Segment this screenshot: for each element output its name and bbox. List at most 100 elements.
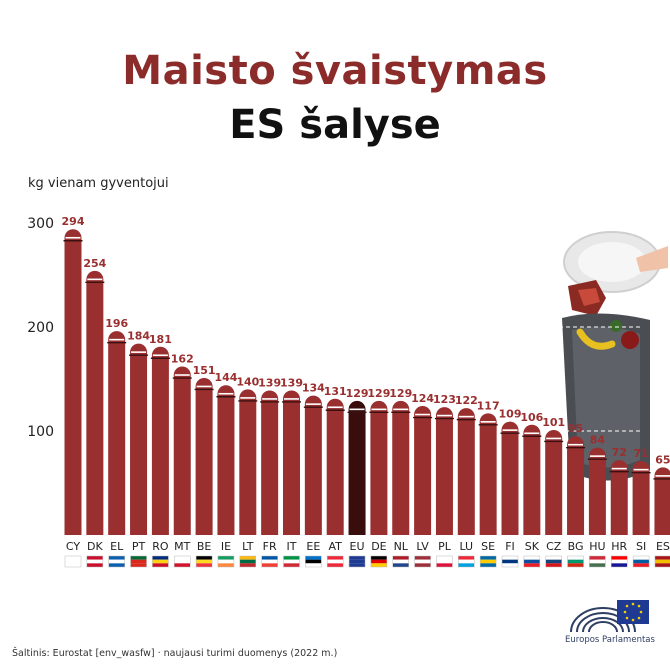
y-tick-label: 100 xyxy=(27,424,54,440)
bar-ie xyxy=(217,385,235,535)
flag-lu-icon xyxy=(458,555,475,568)
category-label-dk: DK xyxy=(87,540,103,553)
flag-cz-icon xyxy=(545,555,562,568)
value-label-bg: 95 xyxy=(568,422,583,435)
chart-title-line2: ES šalyse xyxy=(229,102,441,148)
flag-ie-icon xyxy=(217,555,235,568)
category-label-be: BE xyxy=(197,540,212,553)
flag-pt-icon xyxy=(130,555,147,568)
value-label-pl: 123 xyxy=(433,393,456,406)
bar-se xyxy=(479,413,497,535)
value-label-lt: 140 xyxy=(236,375,259,388)
flag-ee-icon xyxy=(305,555,322,568)
flag-eu-icon xyxy=(348,555,366,568)
logo-text: Europos Parlamentas xyxy=(565,635,655,645)
flag-hu-icon xyxy=(589,555,606,568)
category-label-lt: LT xyxy=(242,540,254,553)
value-label-hr: 72 xyxy=(612,446,627,459)
flag-si-icon xyxy=(632,555,650,568)
source-note: Šaltinis: Eurostat [env_wasfw] · naujaus… xyxy=(12,648,338,659)
flag-be-icon xyxy=(195,555,213,568)
value-label-cz: 101 xyxy=(542,416,565,429)
bar-bg xyxy=(567,436,585,535)
value-label-it: 139 xyxy=(280,376,303,389)
flag-lt-icon xyxy=(239,555,257,568)
category-label-mt: MT xyxy=(174,540,190,553)
value-label-pt: 184 xyxy=(127,330,150,343)
category-label-cz: CZ xyxy=(546,540,562,553)
flag-mt-icon xyxy=(174,555,191,568)
flag-fr-icon xyxy=(261,555,278,568)
category-label-de: DE xyxy=(371,540,386,553)
flag-nl-icon xyxy=(392,555,409,568)
bar-ee xyxy=(304,395,322,535)
bar-fr xyxy=(261,390,279,535)
flag-ro-icon xyxy=(152,555,169,568)
flag-lv-icon xyxy=(414,555,431,568)
bar-it xyxy=(283,390,300,535)
value-label-el: 196 xyxy=(105,317,128,330)
bar-si xyxy=(632,461,650,535)
category-label-ro: RO xyxy=(152,540,169,553)
bar-pl xyxy=(435,407,453,535)
category-label-lv: LV xyxy=(416,540,429,553)
bar-eu xyxy=(348,400,366,535)
bars: 294 CY 254 DK 196 EL 184 PT 181 RO 162 MT 151 BE 144 IE… xyxy=(62,215,670,553)
value-label-ro: 181 xyxy=(149,333,172,346)
category-label-bg: BG xyxy=(568,540,584,553)
category-label-pl: PL xyxy=(438,540,452,553)
bar-lt xyxy=(239,389,257,535)
category-label-lu: LU xyxy=(459,540,473,553)
bar-ro xyxy=(151,346,169,535)
value-label-cy: 294 xyxy=(62,215,85,228)
flag-at-icon xyxy=(326,555,344,568)
value-label-es: 65 xyxy=(655,453,670,466)
bar-nl xyxy=(392,400,410,535)
value-label-lu: 122 xyxy=(455,394,478,407)
flag-de-icon xyxy=(370,555,388,568)
bar-el xyxy=(108,331,126,535)
category-label-si: SI xyxy=(636,540,646,553)
flag-fi-icon xyxy=(501,555,519,568)
bar-dk xyxy=(86,270,104,535)
category-label-pt: PT xyxy=(132,540,146,553)
food-waste-illustration xyxy=(562,231,668,481)
value-label-sk: 106 xyxy=(520,411,543,424)
value-label-ie: 144 xyxy=(214,371,237,384)
flag-se-icon xyxy=(479,555,497,568)
value-label-si: 71 xyxy=(633,447,648,460)
category-label-fr: FR xyxy=(263,540,277,553)
value-label-lv: 124 xyxy=(411,392,434,405)
category-label-el: EL xyxy=(110,540,124,553)
european-parliament-logo xyxy=(570,600,649,633)
value-label-eu: 129 xyxy=(346,387,369,400)
value-label-ee: 134 xyxy=(302,382,325,395)
flag-hr-icon xyxy=(611,555,628,568)
flag-el-icon xyxy=(108,555,125,568)
category-label-nl: NL xyxy=(394,540,409,553)
category-label-hr: HR xyxy=(611,540,627,553)
category-label-se: SE xyxy=(481,540,495,553)
category-label-cy: CY xyxy=(66,540,80,553)
bar-hu xyxy=(588,447,606,535)
y-tick-label: 200 xyxy=(27,320,54,336)
y-axis: 100 200 300 xyxy=(27,216,54,440)
flag-sk-icon xyxy=(523,555,541,568)
bar-pt xyxy=(130,343,148,535)
value-label-fr: 139 xyxy=(258,376,281,389)
bar-mt xyxy=(173,366,191,535)
flag-pl-icon xyxy=(436,555,453,568)
value-label-at: 131 xyxy=(324,385,347,398)
category-label-ie: IE xyxy=(221,540,231,553)
value-label-hu: 84 xyxy=(590,434,606,447)
chart-title-line1: Maisto švaistymas xyxy=(122,48,548,94)
value-label-nl: 129 xyxy=(389,387,412,400)
flag-es-icon xyxy=(654,555,670,568)
y-axis-label: kg vienam gyventojui xyxy=(28,176,169,191)
bar-at xyxy=(326,398,344,535)
category-label-es: ES xyxy=(656,540,670,553)
flag-bg-icon xyxy=(567,555,584,568)
flag-dk-icon xyxy=(86,555,104,568)
bar-de xyxy=(370,400,388,535)
value-label-dk: 254 xyxy=(83,257,106,270)
